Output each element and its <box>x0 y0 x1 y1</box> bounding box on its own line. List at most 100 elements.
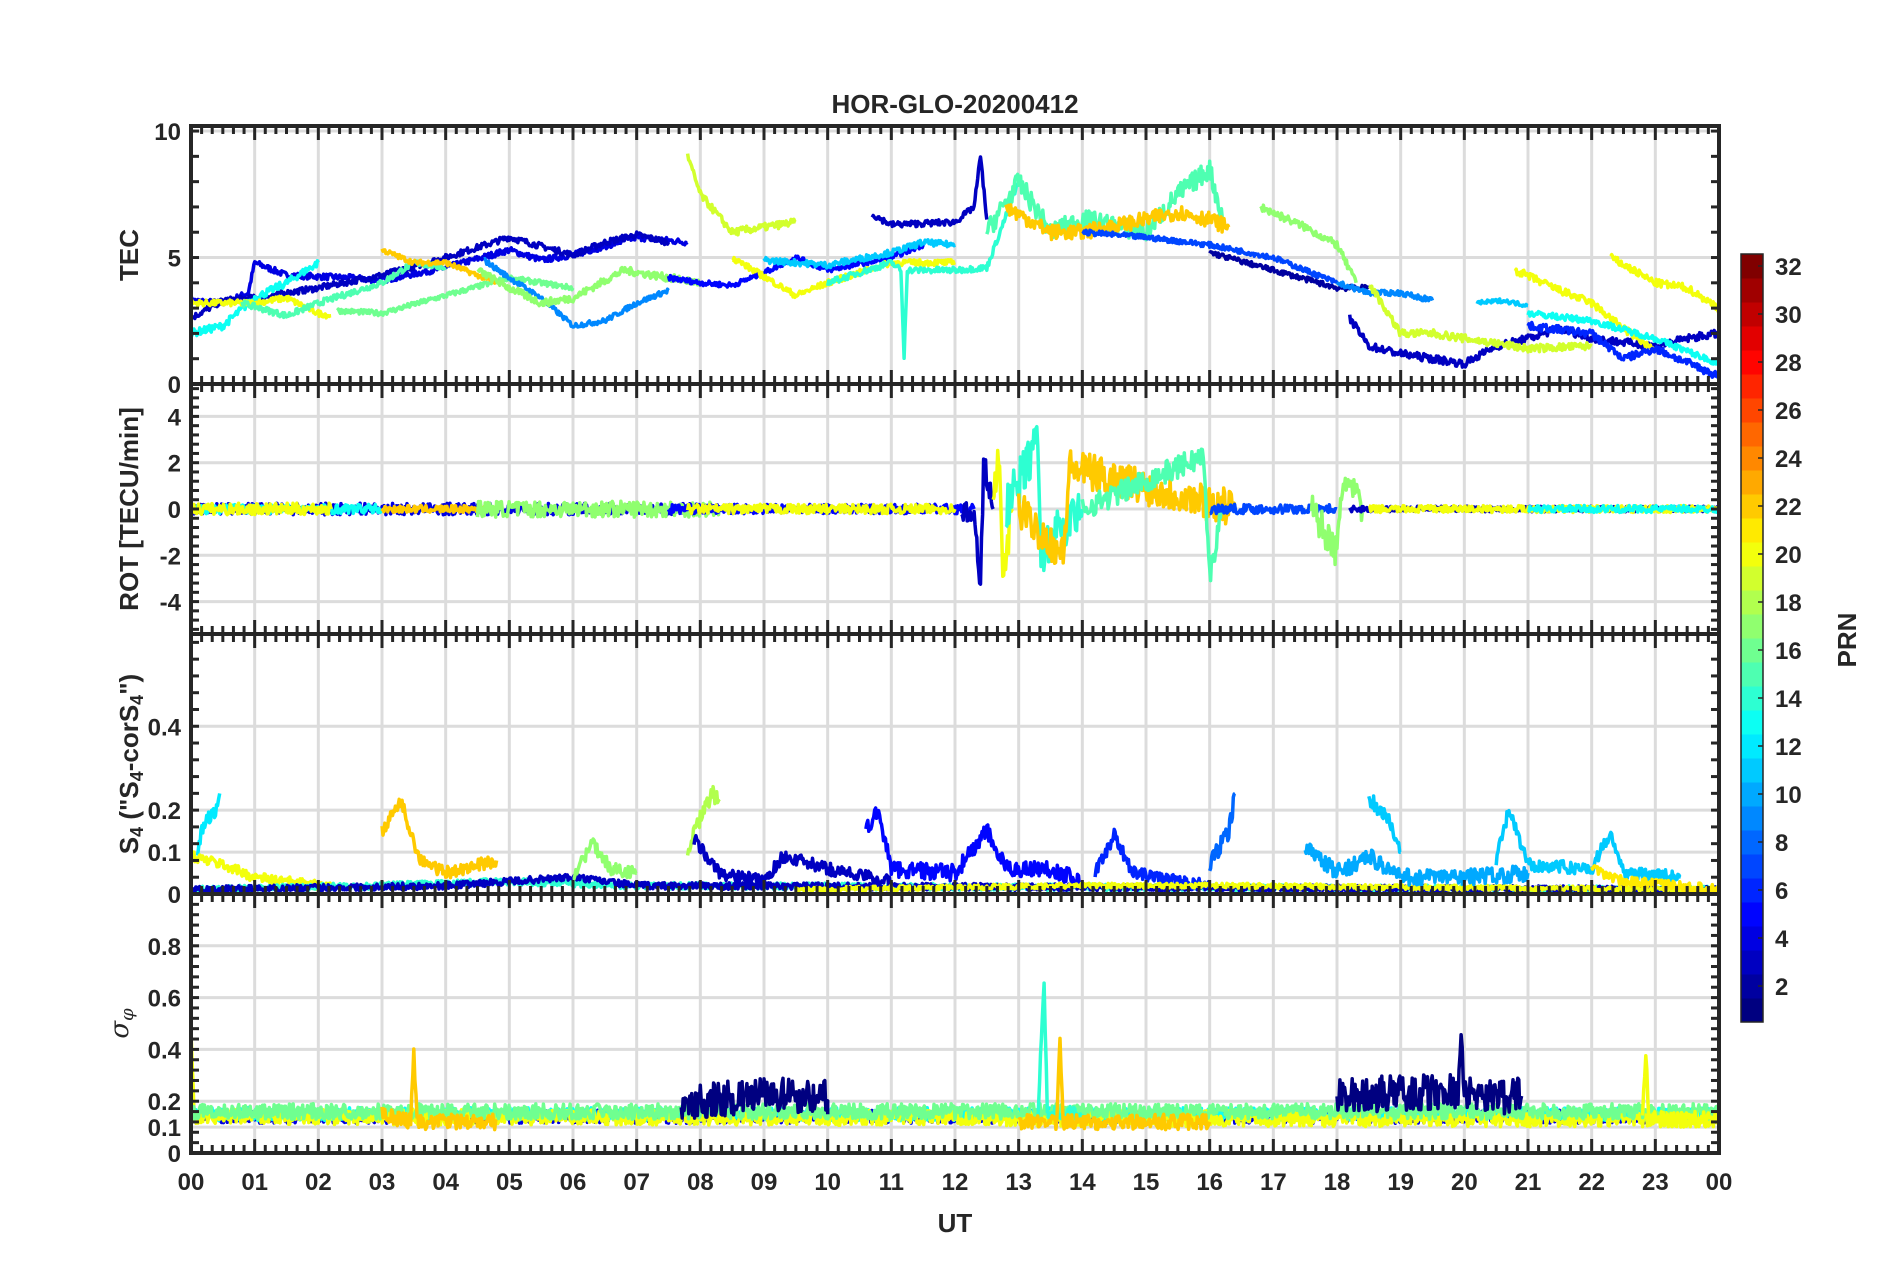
trace-prn-20 <box>685 502 957 516</box>
y-axis-label-part: 4 <box>127 695 147 705</box>
y-axis-label: ROT [TECU/min] <box>114 407 144 611</box>
colorbar-swatch <box>1741 926 1763 951</box>
colorbar-swatch <box>1741 374 1763 399</box>
trace-prn-3 <box>870 155 989 229</box>
trace-prn-20 <box>191 501 333 517</box>
trace-prn-13 <box>1526 309 1719 366</box>
y-axis-label-part: -corS <box>114 705 144 771</box>
colorbar-swatch <box>1741 878 1763 903</box>
traces <box>191 981 1719 1132</box>
colorbar-tick-label: 10 <box>1775 782 1802 809</box>
x-tick-label: 08 <box>687 1169 714 1196</box>
colorbar-swatch <box>1741 254 1763 279</box>
trace-prn-18 <box>685 784 721 856</box>
x-tick-label: 00 <box>178 1169 205 1196</box>
x-tick-label: 02 <box>305 1169 332 1196</box>
x-tick-label: 20 <box>1451 1169 1478 1196</box>
trace-prn-1 <box>1335 1032 1524 1116</box>
colorbar-tick-label: 30 <box>1775 302 1802 329</box>
trace-prn-22 <box>380 797 499 880</box>
y-tick-label: 0.1 <box>148 840 181 867</box>
x-tick-label: 01 <box>241 1169 268 1196</box>
y-axis-label-part: S <box>114 837 144 854</box>
colorbar-swatch <box>1741 326 1763 351</box>
trace-prn-15 <box>1080 447 1225 583</box>
y-axis-label-part: σ <box>105 1020 135 1039</box>
colorbar-swatch <box>1741 782 1763 807</box>
colorbar-swatch <box>1741 542 1763 567</box>
colorbar-tick-label: 32 <box>1775 254 1802 281</box>
colorbar-tick-label: 18 <box>1775 590 1802 617</box>
y-tick-label: 10 <box>154 119 181 146</box>
trace-prn-17 <box>1309 476 1365 567</box>
chart-title: HOR-GLO-20200412 <box>831 89 1078 119</box>
trace-prn-19 <box>1368 284 1593 354</box>
colorbar-swatch <box>1741 470 1763 495</box>
y-tick-label: 2 <box>168 451 181 478</box>
traces <box>191 153 1719 380</box>
y-axis-label-part: ") <box>114 674 144 695</box>
trace-prn-5 <box>864 806 1084 889</box>
y-tick-label: 0.4 <box>148 1037 182 1064</box>
colorbar-label: PRN <box>1832 613 1862 668</box>
y-tick-label: -2 <box>160 543 181 570</box>
colorbar-swatch <box>1741 446 1763 471</box>
colorbar-swatch <box>1741 494 1763 519</box>
y-tick-label: 0 <box>168 372 181 399</box>
colorbar-swatch <box>1741 614 1763 639</box>
y-tick-label: 0.2 <box>148 798 181 825</box>
trace-prn-9 <box>1335 280 1435 303</box>
trace-prn-13 <box>1526 503 1719 515</box>
y-tick-label: 0 <box>168 882 181 909</box>
trace-prn-17 <box>572 837 638 881</box>
colorbar-tick-label: 26 <box>1775 398 1802 425</box>
colorbar-swatch <box>1741 566 1763 591</box>
y-tick-label: 0.6 <box>148 986 181 1013</box>
colorbar-swatch <box>1741 950 1763 975</box>
colorbar-swatch <box>1741 998 1763 1023</box>
colorbar-swatch <box>1741 638 1763 663</box>
colorbar-swatch <box>1741 422 1763 447</box>
trace-prn-7 <box>1081 228 1339 285</box>
trace-prn-1 <box>679 1076 830 1120</box>
trace-prn-11 <box>1494 808 1682 884</box>
colorbar-tick-label: 24 <box>1775 446 1802 473</box>
colorbar-frame <box>1740 253 1764 1023</box>
y-tick-label: 0.1 <box>148 1115 181 1142</box>
panel-1: -4 -2 0 2 4 ROT [TECU/min] <box>114 382 1721 636</box>
colorbar-tick-label: 8 <box>1775 830 1788 857</box>
colorbar-tick-label: 14 <box>1775 686 1802 713</box>
y-axis-label-part: ("S <box>114 781 144 827</box>
trace-prn-22 <box>1004 203 1231 242</box>
panel-2: 00.10.20.4S4 ("S4-corS4") <box>114 632 1721 909</box>
x-tick-label: 16 <box>1196 1169 1223 1196</box>
y-tick-label: 4 <box>168 404 182 431</box>
y-tick-label: 0.2 <box>148 1089 181 1116</box>
panel-0: 0 5 10 TEC <box>114 119 1721 399</box>
trace-prn-22 <box>380 248 499 285</box>
x-tick-label: 15 <box>1133 1169 1160 1196</box>
x-tick-label: 06 <box>560 1169 587 1196</box>
x-tick-label: 12 <box>942 1169 969 1196</box>
x-tick-label: 10 <box>814 1169 841 1196</box>
trace-prn-10 <box>1303 842 1530 887</box>
y-axis-label-part: 4 <box>127 827 147 837</box>
trace-prn-19 <box>685 153 797 237</box>
colorbar-swatch <box>1741 806 1763 831</box>
trace-prn-17 <box>1259 203 1358 284</box>
trace-prn-11 <box>1367 794 1402 854</box>
y-axis-label: σφ <box>105 1008 138 1039</box>
y-tick-label: -4 <box>160 590 182 617</box>
trace-prn-16 <box>191 1102 1719 1122</box>
y-tick-label: 0 <box>168 1141 181 1168</box>
trace-prn-6 <box>1093 827 1212 891</box>
trace-prn-14 <box>1004 424 1085 573</box>
colorbar-swatch <box>1741 278 1763 303</box>
colorbar-tick-label: 4 <box>1775 926 1789 953</box>
y-axis-label: S4 ("S4-corS4") <box>114 674 147 854</box>
trace-prn-6 <box>1526 320 1719 380</box>
trace-prn-20 <box>795 881 1719 894</box>
x-tick-label: 11 <box>879 1169 904 1196</box>
